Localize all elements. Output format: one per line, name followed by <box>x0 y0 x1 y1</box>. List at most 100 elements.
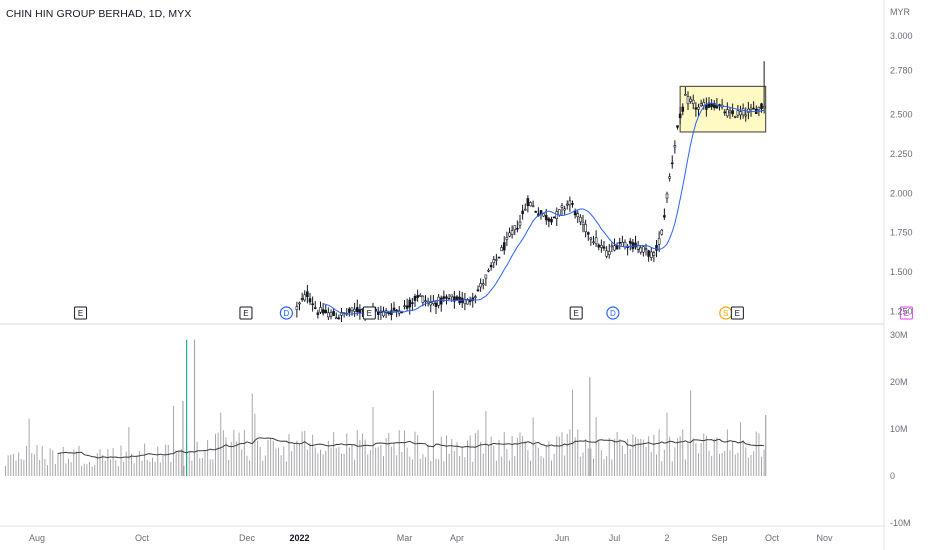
candle-body <box>300 298 304 300</box>
candle-body <box>673 145 677 148</box>
candle-body <box>334 317 338 320</box>
candle-body <box>663 215 666 218</box>
candle-body <box>521 210 524 214</box>
candle-body <box>694 107 698 110</box>
candle-body <box>303 294 307 301</box>
event-label: E <box>735 309 740 318</box>
candle-body <box>432 301 435 304</box>
time-tick-label: Oct <box>135 533 150 543</box>
candle-body <box>594 237 598 245</box>
time-tick-label: Aug <box>29 533 45 543</box>
candle-body <box>403 305 406 307</box>
chart-title: CHIN HIN GROUP BERHAD, 1D, MYX <box>6 8 192 20</box>
candle-body <box>497 256 501 259</box>
candle-body <box>757 107 761 111</box>
event-marker-e[interactable]: E <box>239 306 253 320</box>
currency-label: MYR <box>890 7 911 17</box>
candle-body <box>655 244 658 251</box>
candle-body <box>731 110 734 115</box>
event-marker-s[interactable]: S <box>719 306 733 320</box>
candle-body <box>408 299 412 308</box>
candle-body <box>665 193 669 199</box>
candle-body <box>752 107 755 110</box>
candle-body <box>618 242 622 244</box>
candle-body <box>382 310 385 317</box>
candle-body <box>390 310 393 316</box>
candle-body <box>697 106 700 110</box>
candle-body <box>558 209 561 216</box>
candle-body <box>516 228 519 230</box>
event-marker-e[interactable]: E <box>569 306 583 320</box>
candle-body <box>644 248 648 250</box>
candle-body <box>762 105 766 109</box>
candle-body <box>733 116 737 118</box>
event-marker-d[interactable]: D <box>606 306 620 320</box>
candle-body <box>350 307 354 311</box>
candle-body <box>495 259 498 261</box>
event-marker-e[interactable]: E <box>899 306 913 320</box>
event-box <box>362 306 376 320</box>
candle-body <box>621 242 624 247</box>
candle-body <box>445 296 448 299</box>
candle-body <box>568 200 572 206</box>
candle-body <box>327 312 330 318</box>
candle-body <box>605 250 608 257</box>
candle-body <box>316 312 320 315</box>
candle-body <box>668 176 671 179</box>
candle-body <box>413 295 417 301</box>
price-tick-label: 2.000 <box>890 188 913 198</box>
event-label: E <box>78 309 83 318</box>
candle-body <box>526 198 530 206</box>
candle-body <box>416 295 419 298</box>
event-marker-d[interactable]: D <box>279 306 293 320</box>
time-tick-label: Jul <box>609 533 621 543</box>
candle-body <box>411 302 414 304</box>
candle-body <box>607 251 611 255</box>
event-marker-e[interactable]: E <box>74 306 88 320</box>
candle-body <box>418 295 422 297</box>
candle-body <box>471 297 475 301</box>
moving-average-line <box>322 102 765 315</box>
candle-body <box>466 299 469 305</box>
candle-body <box>531 205 535 208</box>
time-tick-label: 2 <box>664 533 669 543</box>
candle-body <box>484 274 488 279</box>
candle-body <box>439 297 443 305</box>
candle-body <box>560 205 564 208</box>
candle-body <box>628 240 632 244</box>
candle-body <box>649 251 653 258</box>
candle-body <box>600 244 603 248</box>
event-marker-e[interactable]: E <box>362 306 376 320</box>
candle-body <box>337 317 341 320</box>
candle-body <box>602 246 606 249</box>
event-marker-e[interactable]: E <box>730 306 744 320</box>
time-tick-label: Dec <box>239 533 256 543</box>
candle-body <box>670 162 674 165</box>
candle-body <box>718 104 721 106</box>
candle-body <box>355 307 359 313</box>
event-circle <box>606 306 620 320</box>
candle-body <box>684 94 687 96</box>
candle-body <box>686 96 690 105</box>
time-tick-label: 2022 <box>289 533 309 543</box>
candle-body <box>744 114 748 117</box>
candle-body <box>529 202 532 207</box>
candle-body <box>450 294 454 298</box>
candle-body <box>584 224 587 232</box>
candle-body <box>329 312 333 317</box>
candle-body <box>760 103 763 109</box>
event-label: E <box>574 309 579 318</box>
candle-body <box>689 98 692 102</box>
time-tick-label: Mar <box>397 533 413 543</box>
volume-tick-label: 20M <box>890 377 908 387</box>
price-tick-label: 2.250 <box>890 149 913 159</box>
time-tick-label: Sep <box>711 533 727 543</box>
price-tick-label: 1.750 <box>890 228 913 238</box>
candle-body <box>510 230 514 235</box>
candle-body <box>728 110 732 114</box>
candle-body <box>710 103 713 107</box>
candle-body <box>523 208 527 211</box>
candle-body <box>489 264 493 268</box>
volume-tick-label: 30M <box>890 330 908 340</box>
